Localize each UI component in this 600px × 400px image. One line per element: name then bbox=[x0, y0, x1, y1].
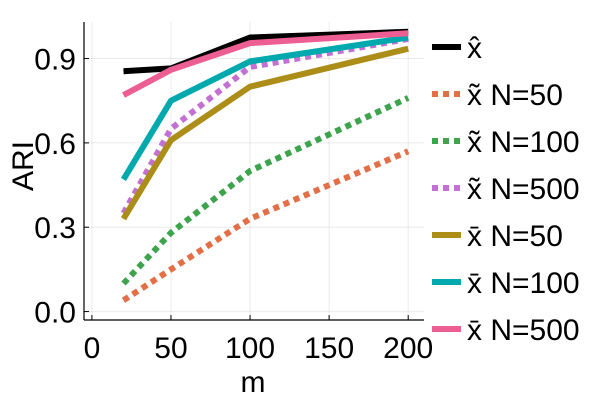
y-axis-ticks: 0.0 0.3 0.6 0.9 bbox=[34, 44, 89, 330]
x-tick-label: 200 bbox=[383, 332, 433, 365]
legend-math-1: x̃ bbox=[467, 79, 482, 112]
x-tick-label: 50 bbox=[154, 332, 187, 365]
legend-math-4: x̄ bbox=[467, 220, 482, 253]
legend-math-5: x̄ bbox=[467, 267, 482, 300]
legend-rest-2: N=100 bbox=[482, 126, 580, 159]
legend-rest-3: N=500 bbox=[482, 173, 580, 206]
y-tick-label: 0.3 bbox=[34, 212, 76, 245]
x-axis-ticks: 0 50 100 150 200 bbox=[84, 315, 433, 365]
legend-label-4: x̄ N=50 bbox=[467, 220, 563, 253]
legend-label-1: x̃ N=50 bbox=[467, 79, 563, 112]
axes bbox=[83, 22, 424, 321]
legend-math-6: x̄ bbox=[467, 314, 482, 347]
legend-rest-5: N=100 bbox=[482, 267, 580, 300]
series-line-5 bbox=[120, 34, 409, 181]
series-line-2 bbox=[121, 95, 410, 286]
series-line-0 bbox=[123, 28, 409, 75]
y-tick-label: 0.6 bbox=[34, 128, 76, 161]
legend-label-2: x̃ N=100 bbox=[467, 126, 580, 159]
x-axis-title: m bbox=[241, 366, 266, 399]
y-axis-title: ARI bbox=[7, 141, 40, 191]
series-line-4 bbox=[120, 45, 409, 221]
legend-label-6: x̄ N=500 bbox=[467, 314, 580, 347]
series-line-1 bbox=[121, 148, 410, 303]
legend-label-5: x̄ N=100 bbox=[467, 267, 580, 300]
legend-label-3: x̃ N=500 bbox=[467, 173, 580, 206]
legend-label-0: x̂ bbox=[467, 32, 482, 65]
y-tick-label: 0.0 bbox=[34, 297, 76, 330]
series-line-6 bbox=[122, 30, 409, 98]
legend-rest-4: N=50 bbox=[482, 220, 563, 253]
x-tick-label: 100 bbox=[225, 332, 275, 365]
series-line-3 bbox=[120, 35, 409, 215]
legend-math-2: x̃ bbox=[467, 126, 482, 159]
legend-math-3: x̃ bbox=[467, 173, 482, 206]
x-tick-label: 0 bbox=[84, 332, 101, 365]
legend-rest-1: N=50 bbox=[482, 79, 563, 112]
y-tick-label: 0.9 bbox=[34, 44, 76, 77]
x-tick-label: 150 bbox=[304, 332, 354, 365]
series-lines bbox=[120, 28, 410, 303]
legend-rest-6: N=500 bbox=[482, 314, 580, 347]
legend-math-0: x̂ bbox=[467, 32, 482, 65]
